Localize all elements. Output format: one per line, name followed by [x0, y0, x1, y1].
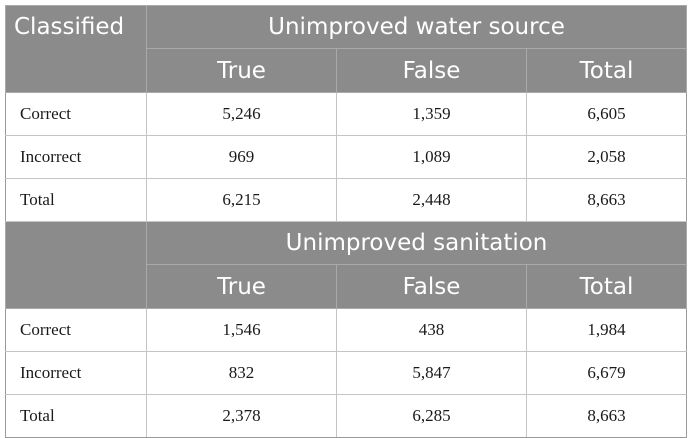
table-cell: 2,058	[525, 135, 688, 179]
table-row: Total 2,378 6,285 8,663	[5, 394, 688, 438]
column-header-false: False	[336, 48, 527, 93]
column-header-total: Total	[525, 264, 688, 309]
table-row: Correct 1,546 438 1,984	[5, 308, 688, 352]
row-label: Correct	[5, 308, 147, 352]
table-row: Correct 5,246 1,359 6,605	[5, 92, 688, 136]
section-title-water: Unimproved water source	[145, 5, 688, 49]
row-label: Incorrect	[5, 135, 147, 179]
column-header-true: True	[146, 264, 337, 309]
classification-table: Classified Unimproved water source True …	[5, 5, 688, 438]
table-cell: 2,448	[336, 178, 527, 222]
corner-header: Classified	[5, 5, 147, 93]
table-row: Incorrect 832 5,847 6,679	[5, 351, 688, 395]
table-cell: 6,605	[525, 92, 688, 136]
table-cell: 5,246	[146, 92, 337, 136]
table-cell: 832	[146, 351, 337, 395]
column-header-total: Total	[525, 48, 688, 93]
table-cell: 6,679	[525, 351, 688, 395]
row-label: Correct	[5, 92, 147, 136]
row-label: Incorrect	[5, 351, 147, 395]
corner-header-empty	[5, 221, 147, 309]
table-cell: 969	[146, 135, 337, 179]
column-header-row: True False Total	[6, 264, 688, 309]
table-cell: 1,984	[525, 308, 688, 352]
column-header-false: False	[336, 264, 527, 309]
table-cell: 5,847	[336, 351, 527, 395]
table-cell: 1,359	[336, 92, 527, 136]
table-cell: 438	[336, 308, 527, 352]
table-cell: 2,378	[146, 394, 337, 438]
table-cell: 8,663	[525, 394, 688, 438]
table-cell: 6,215	[146, 178, 337, 222]
row-label: Total	[5, 394, 147, 438]
table-cell: 8,663	[525, 178, 688, 222]
table-row: Total 6,215 2,448 8,663	[5, 178, 688, 222]
section-title-sanitation: Unimproved sanitation	[145, 221, 688, 265]
column-header-row: True False Total	[6, 48, 688, 93]
section-header-row: Unimproved sanitation	[5, 221, 688, 309]
table-cell: 6,285	[336, 394, 527, 438]
table-cell: 1,546	[146, 308, 337, 352]
table-row: Incorrect 969 1,089 2,058	[5, 135, 688, 179]
row-label: Total	[5, 178, 147, 222]
table-cell: 1,089	[336, 135, 527, 179]
section-header-row: Classified Unimproved water source	[5, 5, 688, 93]
column-header-true: True	[146, 48, 337, 93]
